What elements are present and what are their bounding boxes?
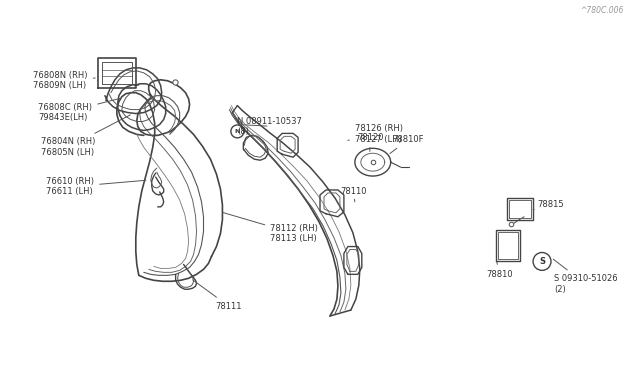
Text: 76808N (RH)
76809N (LH): 76808N (RH) 76809N (LH) xyxy=(33,71,95,90)
Text: 78111: 78111 xyxy=(193,280,242,311)
Text: S: S xyxy=(539,257,545,266)
Text: N: N xyxy=(235,129,240,134)
Text: 78810: 78810 xyxy=(486,262,513,279)
Text: 78126 (RH)
78127 (LH): 78126 (RH) 78127 (LH) xyxy=(348,125,403,144)
Text: 78112 (RH)
78113 (LH): 78112 (RH) 78113 (LH) xyxy=(223,212,318,243)
Text: ^780C.006: ^780C.006 xyxy=(580,6,623,15)
Text: 76808C (RH)
79843E(LH): 76808C (RH) 79843E(LH) xyxy=(38,98,120,122)
Text: 76804N (RH)
76805N (LH): 76804N (RH) 76805N (LH) xyxy=(41,115,131,157)
Text: N 08911-10537
(8): N 08911-10537 (8) xyxy=(237,116,302,136)
Text: 78810F: 78810F xyxy=(390,135,424,154)
Text: 78815: 78815 xyxy=(533,201,564,210)
Text: 76610 (RH)
76611 (LH): 76610 (RH) 76611 (LH) xyxy=(46,177,146,196)
Text: 78120: 78120 xyxy=(357,133,383,151)
Text: 78110: 78110 xyxy=(340,187,367,202)
Text: S 09310-51026
(2): S 09310-51026 (2) xyxy=(553,259,618,294)
